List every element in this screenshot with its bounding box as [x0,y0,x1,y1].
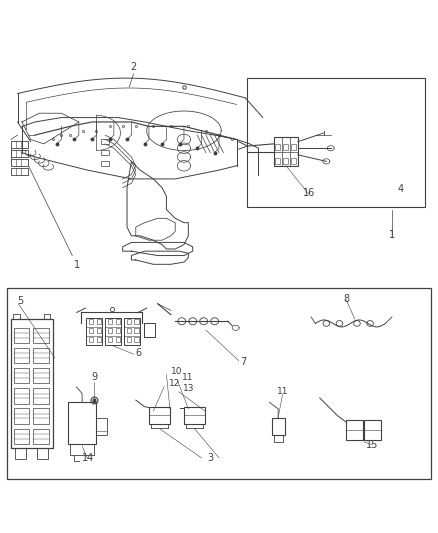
Bar [33,328,49,343]
Bar [33,408,49,424]
Bar [33,429,49,444]
Bar [14,388,29,403]
Bar [274,138,298,166]
Bar [275,158,280,164]
Bar [11,167,28,174]
Bar [68,402,96,444]
Bar [14,408,29,424]
Bar [108,336,112,342]
Bar [247,78,425,207]
Bar [33,388,49,403]
Text: 4: 4 [398,184,404,194]
Bar [291,158,296,164]
Bar [184,407,205,424]
Bar [108,319,112,324]
Bar [134,319,139,324]
Bar [291,144,296,150]
Bar [13,314,20,319]
Bar [101,139,109,144]
Text: 6: 6 [135,348,141,358]
Bar [108,328,112,333]
Bar [89,319,93,324]
Bar [364,420,381,440]
Bar [11,319,53,448]
Bar [272,418,285,435]
Bar [97,328,101,333]
Bar [134,328,139,333]
Bar [134,336,139,342]
Bar [86,318,102,345]
Bar [70,444,94,455]
Text: 3: 3 [207,454,213,463]
Text: 2: 2 [131,62,137,71]
Bar [101,150,109,155]
Bar [144,322,155,336]
Text: 11: 11 [277,386,288,395]
Bar [149,407,170,424]
Bar [96,418,107,435]
Text: 1: 1 [74,260,80,270]
Bar [275,144,280,150]
Text: 1: 1 [389,230,395,240]
Bar [11,141,28,148]
Bar [14,328,29,343]
Bar [116,319,120,324]
Bar [127,328,131,333]
Bar [116,328,120,333]
Bar [11,150,28,157]
Bar [89,328,93,333]
Bar [11,159,28,166]
Bar [7,288,431,479]
Bar [283,144,288,150]
Bar [127,319,131,324]
Text: 13: 13 [183,384,194,393]
Bar [283,158,288,164]
Text: 10: 10 [171,367,182,376]
Bar [44,314,50,319]
Bar [33,368,49,383]
Bar [124,318,140,345]
Text: 8: 8 [343,294,349,303]
Bar [116,336,120,342]
Text: 12: 12 [169,378,180,387]
Text: 5: 5 [18,296,24,306]
Bar [127,336,131,342]
Bar [14,429,29,444]
Bar [89,336,93,342]
Bar [101,160,109,166]
Text: 16: 16 [303,189,315,198]
Text: 9: 9 [91,373,97,382]
Bar [105,318,121,345]
Text: 15: 15 [366,440,378,450]
Bar [14,368,29,383]
Bar [346,420,363,440]
Bar [97,336,101,342]
Bar [14,348,29,364]
Bar [15,448,26,459]
Bar [37,448,48,459]
Text: 14: 14 [81,454,94,463]
Bar [97,319,101,324]
Bar [33,348,49,364]
Text: 11: 11 [182,373,193,382]
Text: 7: 7 [240,357,246,367]
